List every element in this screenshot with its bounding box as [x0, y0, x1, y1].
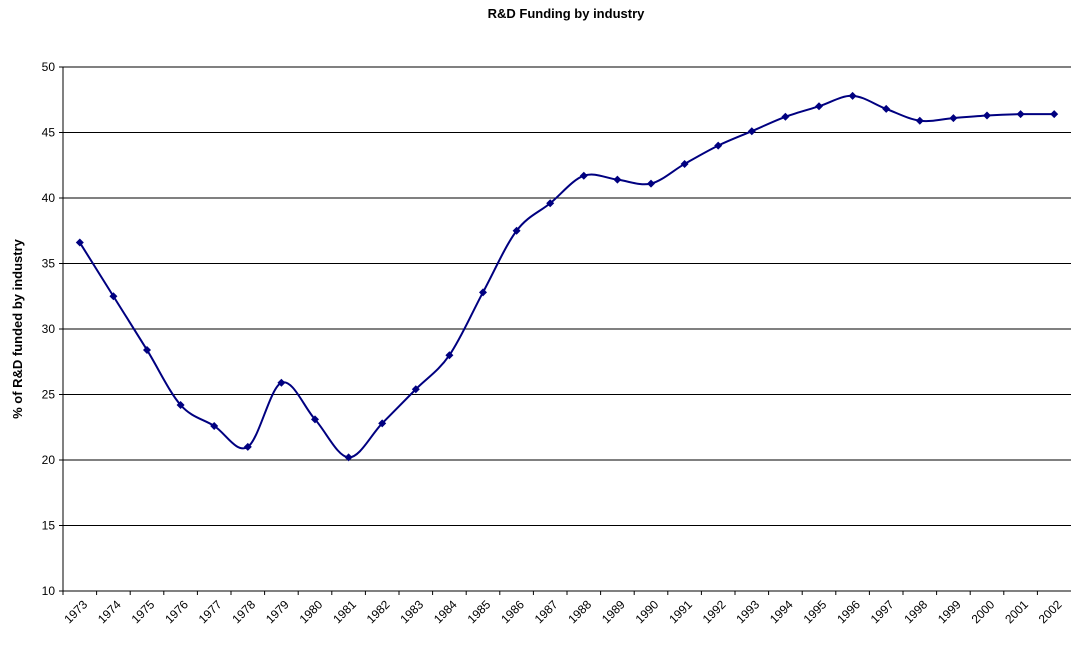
marker: [411, 385, 420, 394]
x-tick-label: 1980: [297, 597, 326, 626]
x-tick-label: 1997: [868, 597, 897, 626]
x-tick-label: 1982: [364, 597, 393, 626]
chart-title: R&D Funding by industry: [488, 6, 645, 21]
x-tick-label: 1976: [162, 597, 191, 626]
marker: [243, 442, 252, 451]
marker: [815, 102, 823, 111]
x-tick-label: 2001: [1002, 597, 1031, 626]
marker: [344, 453, 353, 462]
marker: [210, 421, 219, 430]
marker: [512, 226, 521, 235]
x-tick-label: 1990: [633, 597, 662, 626]
marker: [882, 104, 891, 113]
y-tick-label: 40: [42, 191, 56, 205]
x-tick-label: 2000: [969, 597, 998, 626]
x-tick-label: 1993: [733, 597, 762, 626]
line: [78, 94, 1055, 459]
marker: [479, 288, 487, 297]
x-tick-label: 1988: [565, 597, 594, 626]
marker: [546, 199, 555, 208]
marker: [311, 415, 319, 424]
x-tick-label: 1973: [61, 597, 90, 626]
y-tick-label: 50: [42, 60, 56, 74]
marker: [143, 345, 151, 354]
x-tick-label: 1996: [834, 597, 863, 626]
y-tick-label: 45: [42, 126, 56, 140]
x-tick-label: 1994: [767, 597, 796, 626]
x-tick-label: 1983: [397, 597, 426, 626]
marker: [647, 179, 655, 188]
x-tick-label: 1998: [901, 597, 930, 626]
marker: [1016, 110, 1025, 119]
y-tick-label: 15: [42, 519, 56, 533]
x-tick-label: 1984: [431, 597, 460, 626]
y-tick-label: 10: [42, 584, 56, 598]
x-tick-label: 1979: [263, 597, 292, 626]
marker: [949, 114, 958, 123]
y-tick-label: 20: [42, 453, 56, 467]
marker: [747, 127, 756, 136]
x-tick-label: 1986: [498, 597, 527, 626]
marker: [1050, 110, 1059, 119]
x-tick-label: 1974: [95, 597, 124, 626]
marker: [445, 351, 454, 360]
marker: [983, 111, 991, 120]
x-tick-label: 1987: [532, 597, 561, 626]
x-tick-label: 1995: [801, 597, 830, 626]
y-tick-label: 35: [42, 257, 56, 271]
x-tick-label: 1975: [129, 597, 158, 626]
marker: [378, 419, 387, 428]
x-tick-label: 1977: [196, 597, 225, 626]
x-tick-label: 1989: [599, 597, 628, 626]
x-tick-label: 1991: [666, 597, 695, 626]
x-tick-label: 1985: [465, 597, 494, 626]
marker: [781, 112, 790, 121]
x-tick-label: 1978: [229, 597, 258, 626]
marker: [680, 159, 689, 168]
x-tick-label: 1999: [935, 597, 964, 626]
marker: [176, 400, 185, 409]
x-tick-label: 1992: [700, 597, 729, 626]
y-axis-label: % of R&D funded by industry: [10, 238, 25, 419]
marker: [714, 141, 723, 150]
marker: [848, 91, 857, 100]
x-tick-label: 2002: [1036, 597, 1065, 626]
x-tick-label: 1981: [330, 597, 359, 626]
marker: [915, 116, 924, 125]
marker: [613, 175, 622, 184]
marker: [75, 238, 84, 247]
marker: [579, 171, 588, 180]
y-tick-label: 25: [42, 388, 56, 402]
marker: [277, 378, 286, 387]
y-tick-label: 30: [42, 322, 56, 336]
marker: [109, 292, 118, 301]
